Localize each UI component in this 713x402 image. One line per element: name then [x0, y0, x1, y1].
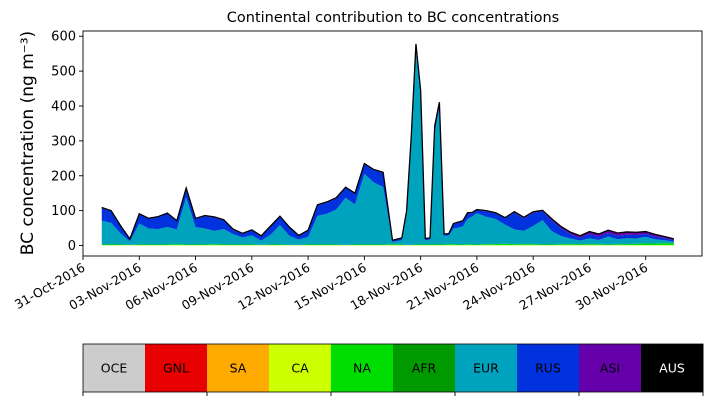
x-ticks: 31-Oct-201603-Nov-201606-Nov-201609-Nov-…	[12, 256, 650, 313]
legend: OCE GNL SA CA NA AFR EUR RUS ASI AUS	[82, 343, 704, 396]
legend-swatch-sa	[207, 344, 270, 392]
legend-label: CA	[291, 361, 309, 376]
y-tick-label: 100	[51, 204, 76, 219]
y-tick-label: 200	[51, 169, 76, 184]
y-axis-label: BC concentration (ng m⁻³)	[18, 31, 38, 255]
legend-swatch-gnl	[145, 344, 208, 392]
y-tick-label: 600	[51, 30, 76, 45]
y-ticks: 0 100 200 300 400 500 600	[51, 30, 83, 254]
total-line	[101, 43, 675, 242]
legend-label: SA	[230, 361, 247, 376]
legend-swatch-na	[331, 344, 394, 392]
legend-label: AFR	[412, 361, 437, 376]
chart-title: Continental contribution to BC concentra…	[227, 10, 559, 26]
area-na	[101, 243, 674, 246]
legend-swatch-afr	[393, 344, 456, 392]
legend-label: OCE	[101, 361, 128, 376]
legend-swatch-aus	[641, 344, 704, 392]
legend-swatch-eur	[455, 344, 518, 392]
legend-swatch-asi	[579, 344, 642, 392]
y-tick-label: 0	[68, 239, 76, 254]
legend-label: EUR	[473, 361, 499, 376]
legend-swatch-ca	[269, 344, 332, 392]
plot-frame	[82, 30, 703, 257]
y-tick-label: 500	[51, 65, 76, 80]
y-tick-label: 400	[51, 100, 76, 115]
total-outline	[101, 43, 675, 242]
legend-frame	[82, 343, 704, 393]
axes	[82, 30, 703, 257]
legend-label: GNL	[163, 361, 189, 376]
stacked-areas	[101, 43, 674, 246]
legend-label: NA	[353, 361, 371, 376]
legend-swatch-rus	[517, 344, 580, 392]
legend-label: ASI	[600, 361, 620, 376]
area-rus	[101, 44, 674, 243]
legend-label: AUS	[659, 361, 685, 376]
legend-label: RUS	[535, 361, 561, 376]
legend-swatch-oce	[83, 344, 146, 392]
area-eur	[101, 50, 674, 245]
y-tick-label: 300	[51, 134, 76, 149]
